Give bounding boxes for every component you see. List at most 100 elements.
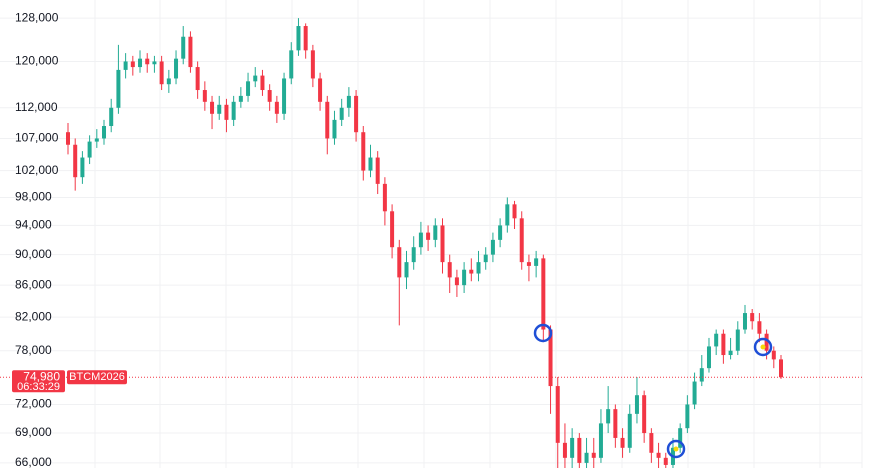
candle-body (303, 26, 308, 51)
candle-body (397, 247, 402, 278)
candle-body (310, 50, 315, 79)
candle-body (253, 75, 258, 82)
candle-body (260, 75, 265, 91)
y-tick-label: 66,000 (15, 455, 52, 468)
candle-body (750, 313, 755, 322)
candle-body (202, 90, 207, 102)
candle-body (663, 457, 668, 465)
candle-body (418, 232, 423, 248)
y-tick-label: 82,000 (15, 309, 52, 323)
y-tick-label: 107,000 (15, 131, 59, 145)
annotations (533, 323, 773, 459)
annotation-dot (760, 344, 766, 350)
candle-body (577, 437, 582, 463)
y-tick-label: 98,000 (15, 190, 52, 204)
candle-body (469, 269, 474, 274)
y-tick-label: 78,000 (15, 343, 52, 357)
candle-body (771, 350, 776, 360)
candle-body (714, 333, 719, 347)
candle-body (325, 101, 330, 139)
candle-body (555, 386, 560, 443)
annotation-circle (533, 323, 553, 343)
candle-body (102, 126, 107, 139)
candle-body (152, 61, 157, 65)
candle-body (339, 107, 344, 120)
candle-body (375, 157, 380, 184)
candle-body (94, 138, 99, 142)
candle-body (735, 329, 740, 351)
annotation-circle (753, 337, 773, 357)
candle-body (505, 204, 510, 226)
candles (66, 18, 783, 468)
candle-body (318, 78, 323, 102)
candle-body (721, 333, 726, 356)
candle-body (130, 61, 135, 68)
y-tick-label: 90,000 (15, 247, 52, 261)
candle-body (454, 277, 459, 286)
y-tick-label: 120,000 (15, 54, 59, 68)
candle-body (296, 26, 301, 51)
candle-body (195, 67, 200, 91)
candle-body (145, 58, 150, 65)
candle-body (123, 61, 128, 70)
symbol-label: BTCM2026 (69, 371, 125, 383)
candle-body (166, 78, 171, 85)
price-label: 74,980 (23, 369, 60, 383)
candle-body (728, 350, 733, 356)
candle-body (138, 58, 143, 68)
candle-body (742, 313, 747, 330)
annotation-dot (673, 446, 679, 452)
candle-body (116, 69, 121, 108)
y-tick-label: 102,000 (15, 163, 59, 177)
candle-body (361, 132, 366, 171)
candle-body (73, 144, 78, 178)
candle-body (289, 50, 294, 79)
candle-body (548, 329, 553, 387)
candle-body (462, 269, 467, 286)
candle-body (541, 258, 546, 330)
y-tick-label: 112,000 (15, 100, 58, 114)
y-tick-label: 128,000 (15, 10, 59, 24)
candle-body (634, 395, 639, 414)
candle-body (87, 141, 92, 158)
candle-body (224, 104, 229, 120)
candle-body (368, 157, 373, 171)
candle-body (685, 404, 690, 429)
candle-body (404, 262, 409, 278)
symbol-badge (67, 370, 127, 385)
candle-body (584, 452, 589, 463)
candle-body (706, 346, 711, 369)
candle-body (382, 183, 387, 212)
candle-body (390, 211, 395, 248)
vertical-grid (94, 0, 863, 468)
candle-body (656, 452, 661, 458)
candle-body (526, 262, 531, 266)
price-badge (12, 370, 65, 393)
candle-body (274, 101, 279, 114)
candle-body (440, 225, 445, 263)
candle-body (627, 413, 632, 448)
candle-body (476, 262, 481, 274)
candle-body (411, 247, 416, 263)
candle-body (238, 95, 243, 102)
candle-body (109, 107, 114, 127)
candle-body (519, 218, 524, 263)
candle-body (66, 132, 70, 145)
candle-body (231, 101, 236, 120)
candle-body (591, 452, 596, 458)
candle-body (613, 409, 618, 438)
candle-body (346, 95, 351, 108)
candle-body (642, 395, 647, 434)
candle-body (210, 101, 215, 114)
countdown: 06:33:29 (17, 381, 60, 393)
horizontal-grid (0, 17, 862, 464)
candle-body (174, 58, 179, 79)
candle-body (678, 428, 683, 448)
candle-body (188, 36, 193, 68)
y-tick-label: 69,000 (15, 425, 52, 439)
candle-body (692, 381, 697, 405)
candle-body (159, 61, 164, 85)
candle-body (490, 239, 495, 255)
candle-body (483, 254, 488, 263)
